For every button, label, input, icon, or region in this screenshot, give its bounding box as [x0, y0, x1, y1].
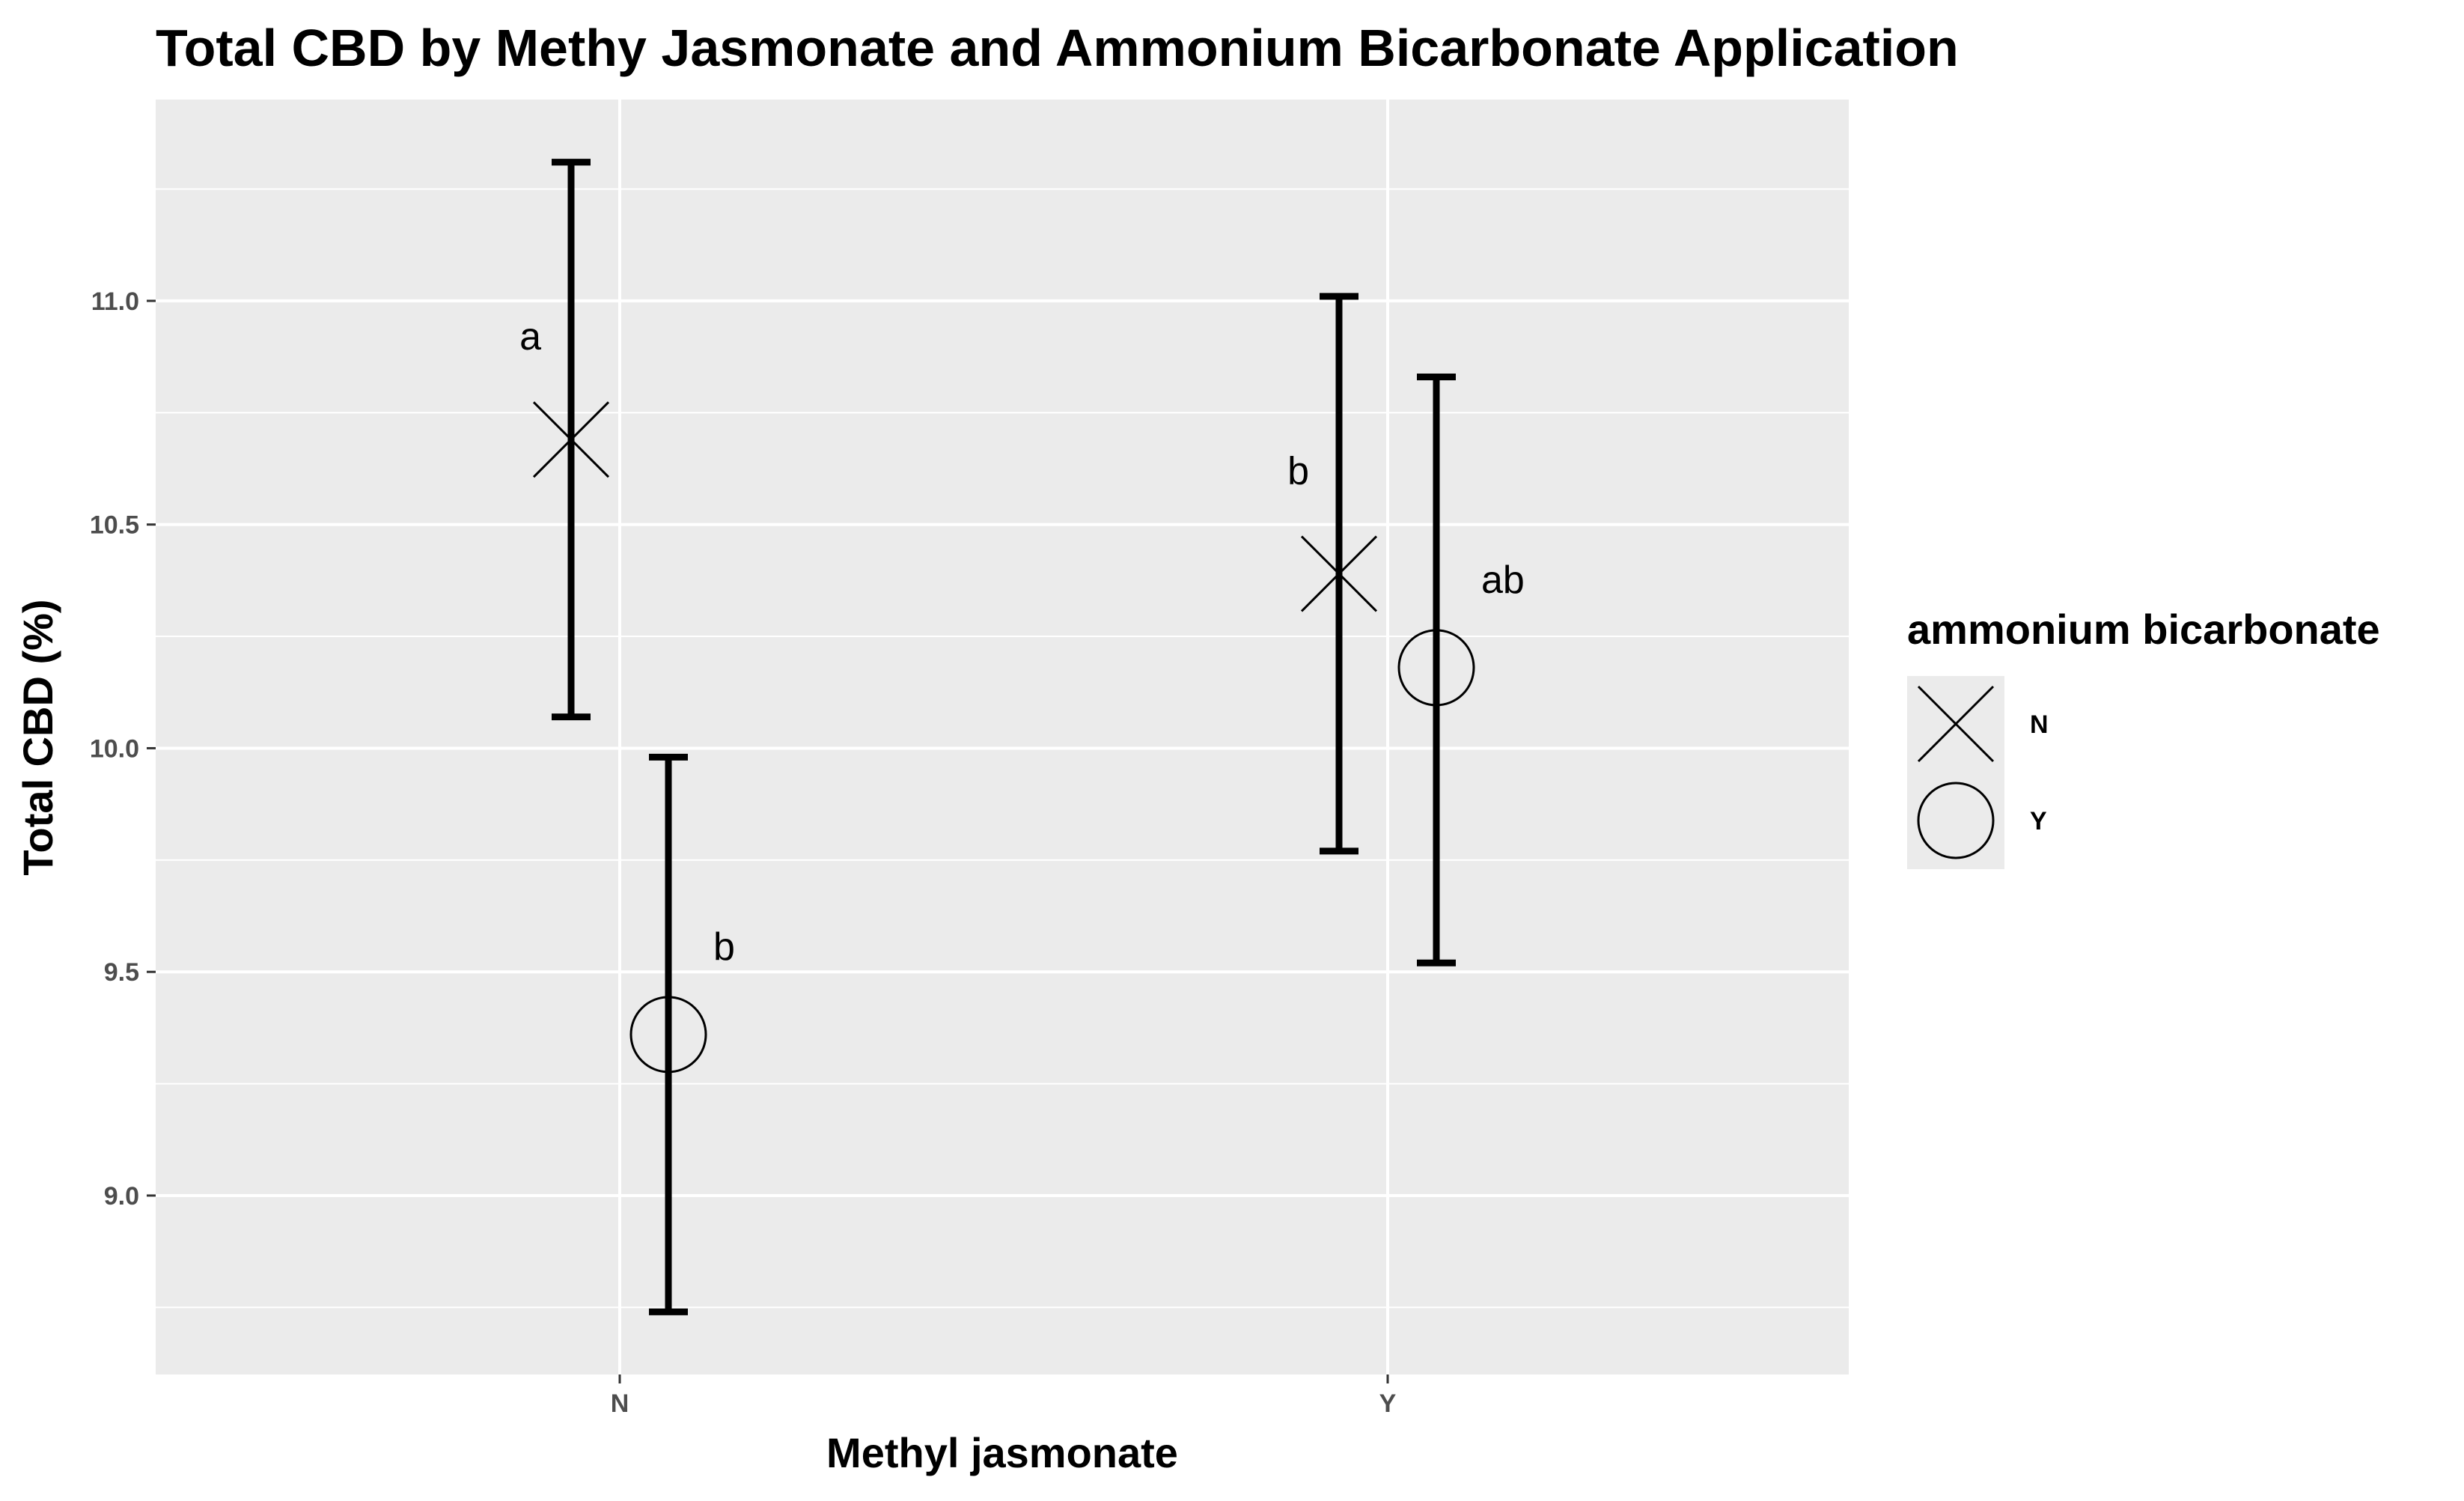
y-tick-label: 11.0 — [91, 287, 139, 316]
significance-letter: b — [1287, 449, 1309, 493]
y-axis-title: Total CBD (%) — [14, 599, 61, 875]
significance-letter: a — [519, 315, 541, 359]
x-axis-title: Methyl jasmonate — [826, 1429, 1178, 1476]
x-marker-stroke — [532, 401, 610, 478]
legend-label: Y — [2030, 807, 2047, 835]
significance-letter: ab — [1481, 558, 1525, 602]
circle-marker — [629, 996, 707, 1074]
chart-title: Total CBD by Methy Jasmonate and Ammoniu… — [156, 19, 1959, 77]
circle-marker — [1397, 629, 1475, 707]
legend-key-background — [1907, 676, 2004, 869]
legend-x-marker — [1917, 685, 1995, 763]
y-tick-label: 10.5 — [90, 511, 139, 540]
x-marker-stroke — [1300, 535, 1378, 612]
legend-circle-marker — [1917, 782, 1995, 859]
x-tick-label: Y — [1379, 1389, 1397, 1418]
grid-lines — [156, 100, 1849, 1374]
y-tick-label: 9.0 — [104, 1182, 139, 1211]
significance-letter: b — [713, 925, 735, 969]
legend-label: N — [2030, 710, 2049, 739]
legend: ammonium bicarbonate N Y — [1907, 606, 2380, 869]
legend-title: ammonium bicarbonate — [1907, 606, 2380, 653]
y-axis-ticks: 9.0 9.5 10.0 10.5 11.0 — [90, 287, 156, 1211]
y-tick-label: 9.5 — [104, 958, 139, 987]
x-tick-label: N — [611, 1389, 629, 1418]
y-tick-label: 10.0 — [90, 734, 139, 763]
plot-panel — [156, 100, 1849, 1374]
